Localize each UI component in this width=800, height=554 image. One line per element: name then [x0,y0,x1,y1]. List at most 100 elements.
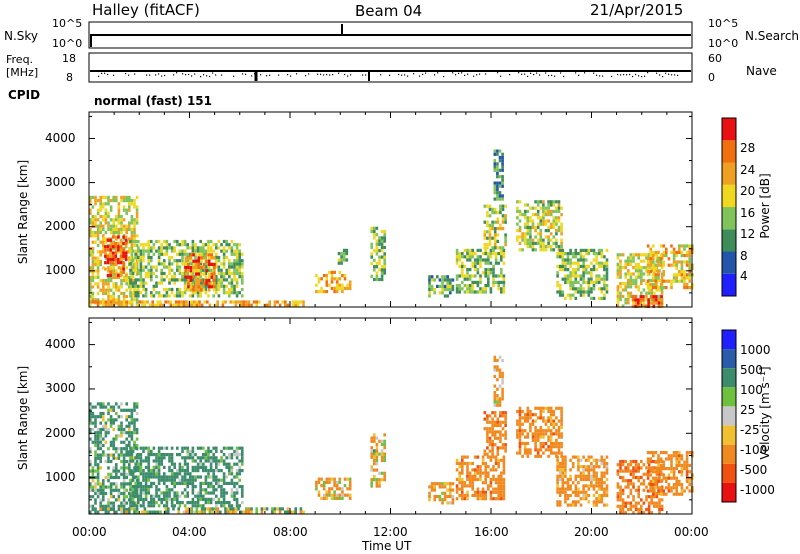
echo-cell [117,218,121,222]
echo-cell [133,288,136,292]
echo-cell [117,424,121,428]
echo-cell [122,248,125,252]
echo-cell [328,490,331,494]
echo-cell [245,507,248,511]
echo-cell [147,246,150,250]
echo-cell [587,280,591,284]
echo-cell [564,261,567,265]
echo-cell [564,274,567,278]
echo-cell [204,271,208,276]
echo-cell [134,249,137,253]
echo-cell [133,227,136,231]
nave-point [104,72,106,74]
echo-cell [102,202,105,206]
echo-cell [135,431,139,435]
echo-cell [518,441,522,446]
echo-cell [109,251,112,255]
echo-cell [125,303,128,307]
echo-cell [268,303,271,307]
echo-cell [654,273,658,277]
nave-point [647,72,649,74]
echo-cell [649,247,652,251]
echo-cell [496,436,500,440]
echo-cell [212,485,215,489]
echo-cell [170,249,174,253]
echo-cell [117,211,121,215]
echo-cell [564,500,567,504]
echo-cell [233,262,236,266]
echo-cell [582,277,585,281]
echo-cell [213,285,216,289]
echo-cell [178,501,182,505]
echo-cell [667,489,671,493]
nsearch-tick-top: 10^5 [708,17,739,30]
echo-cell [89,504,92,508]
echo-cell [112,295,115,299]
echo-cell [209,268,213,272]
echo-cell [621,504,625,508]
echo-cell [619,266,622,270]
echo-cell [542,216,545,220]
echo-cell [685,273,689,277]
echo-cell [672,492,676,496]
echo-cell [375,277,379,282]
echo-cell [129,281,132,285]
echo-cell [184,269,188,273]
echo-cell [133,440,136,444]
echo-cell [134,504,137,508]
echo-cell [555,445,558,449]
echo-cell [222,239,226,244]
echo-cell [144,485,148,489]
echo-cell [212,249,215,253]
echo-cell [536,203,540,207]
echo-cell [139,481,143,485]
echo-cell [430,278,434,282]
echo-cell [213,275,216,279]
echo-cell [215,291,218,295]
echo-cell [219,510,222,514]
echo-cell [120,466,123,470]
echo-cell [634,298,637,302]
echo-cell [523,445,527,449]
echo-cell [102,250,105,254]
echo-cell [433,278,436,282]
echo-cell [491,411,494,415]
echo-cell [446,275,449,279]
echo-cell [652,304,656,308]
echo-cell [582,290,585,294]
echo-cell [496,187,499,192]
echo-cell [129,255,132,260]
echo-cell [343,477,347,481]
echo-cell [215,481,218,485]
echo-cell [552,200,556,204]
echo-cell [492,497,495,501]
echo-cell [213,256,216,260]
echo-cell [120,485,123,489]
echo-cell [496,175,499,179]
echo-cell [502,490,506,494]
nave-point [332,74,334,76]
echo-cell [624,485,627,489]
echo-cell [187,256,190,260]
echo-cell [142,485,145,489]
echo-cell [114,251,118,255]
echo-cell [557,219,561,223]
echo-cell [653,278,656,282]
echo-cell [156,303,160,307]
echo-cell [163,446,166,450]
echo-cell [521,232,524,236]
echo-cell [130,418,134,422]
echo-cell [479,280,482,284]
echo-cell [534,435,537,439]
echo-cell [148,303,152,307]
echo-cell [577,261,580,265]
echo-cell [539,429,543,433]
nave-point [347,75,349,77]
echo-cell [430,488,434,492]
echo-cell [619,498,622,502]
echo-cell [241,459,244,463]
echo-cell [96,285,100,289]
echo-cell [220,249,223,253]
echo-cell [566,293,570,297]
echo-cell [493,149,497,153]
